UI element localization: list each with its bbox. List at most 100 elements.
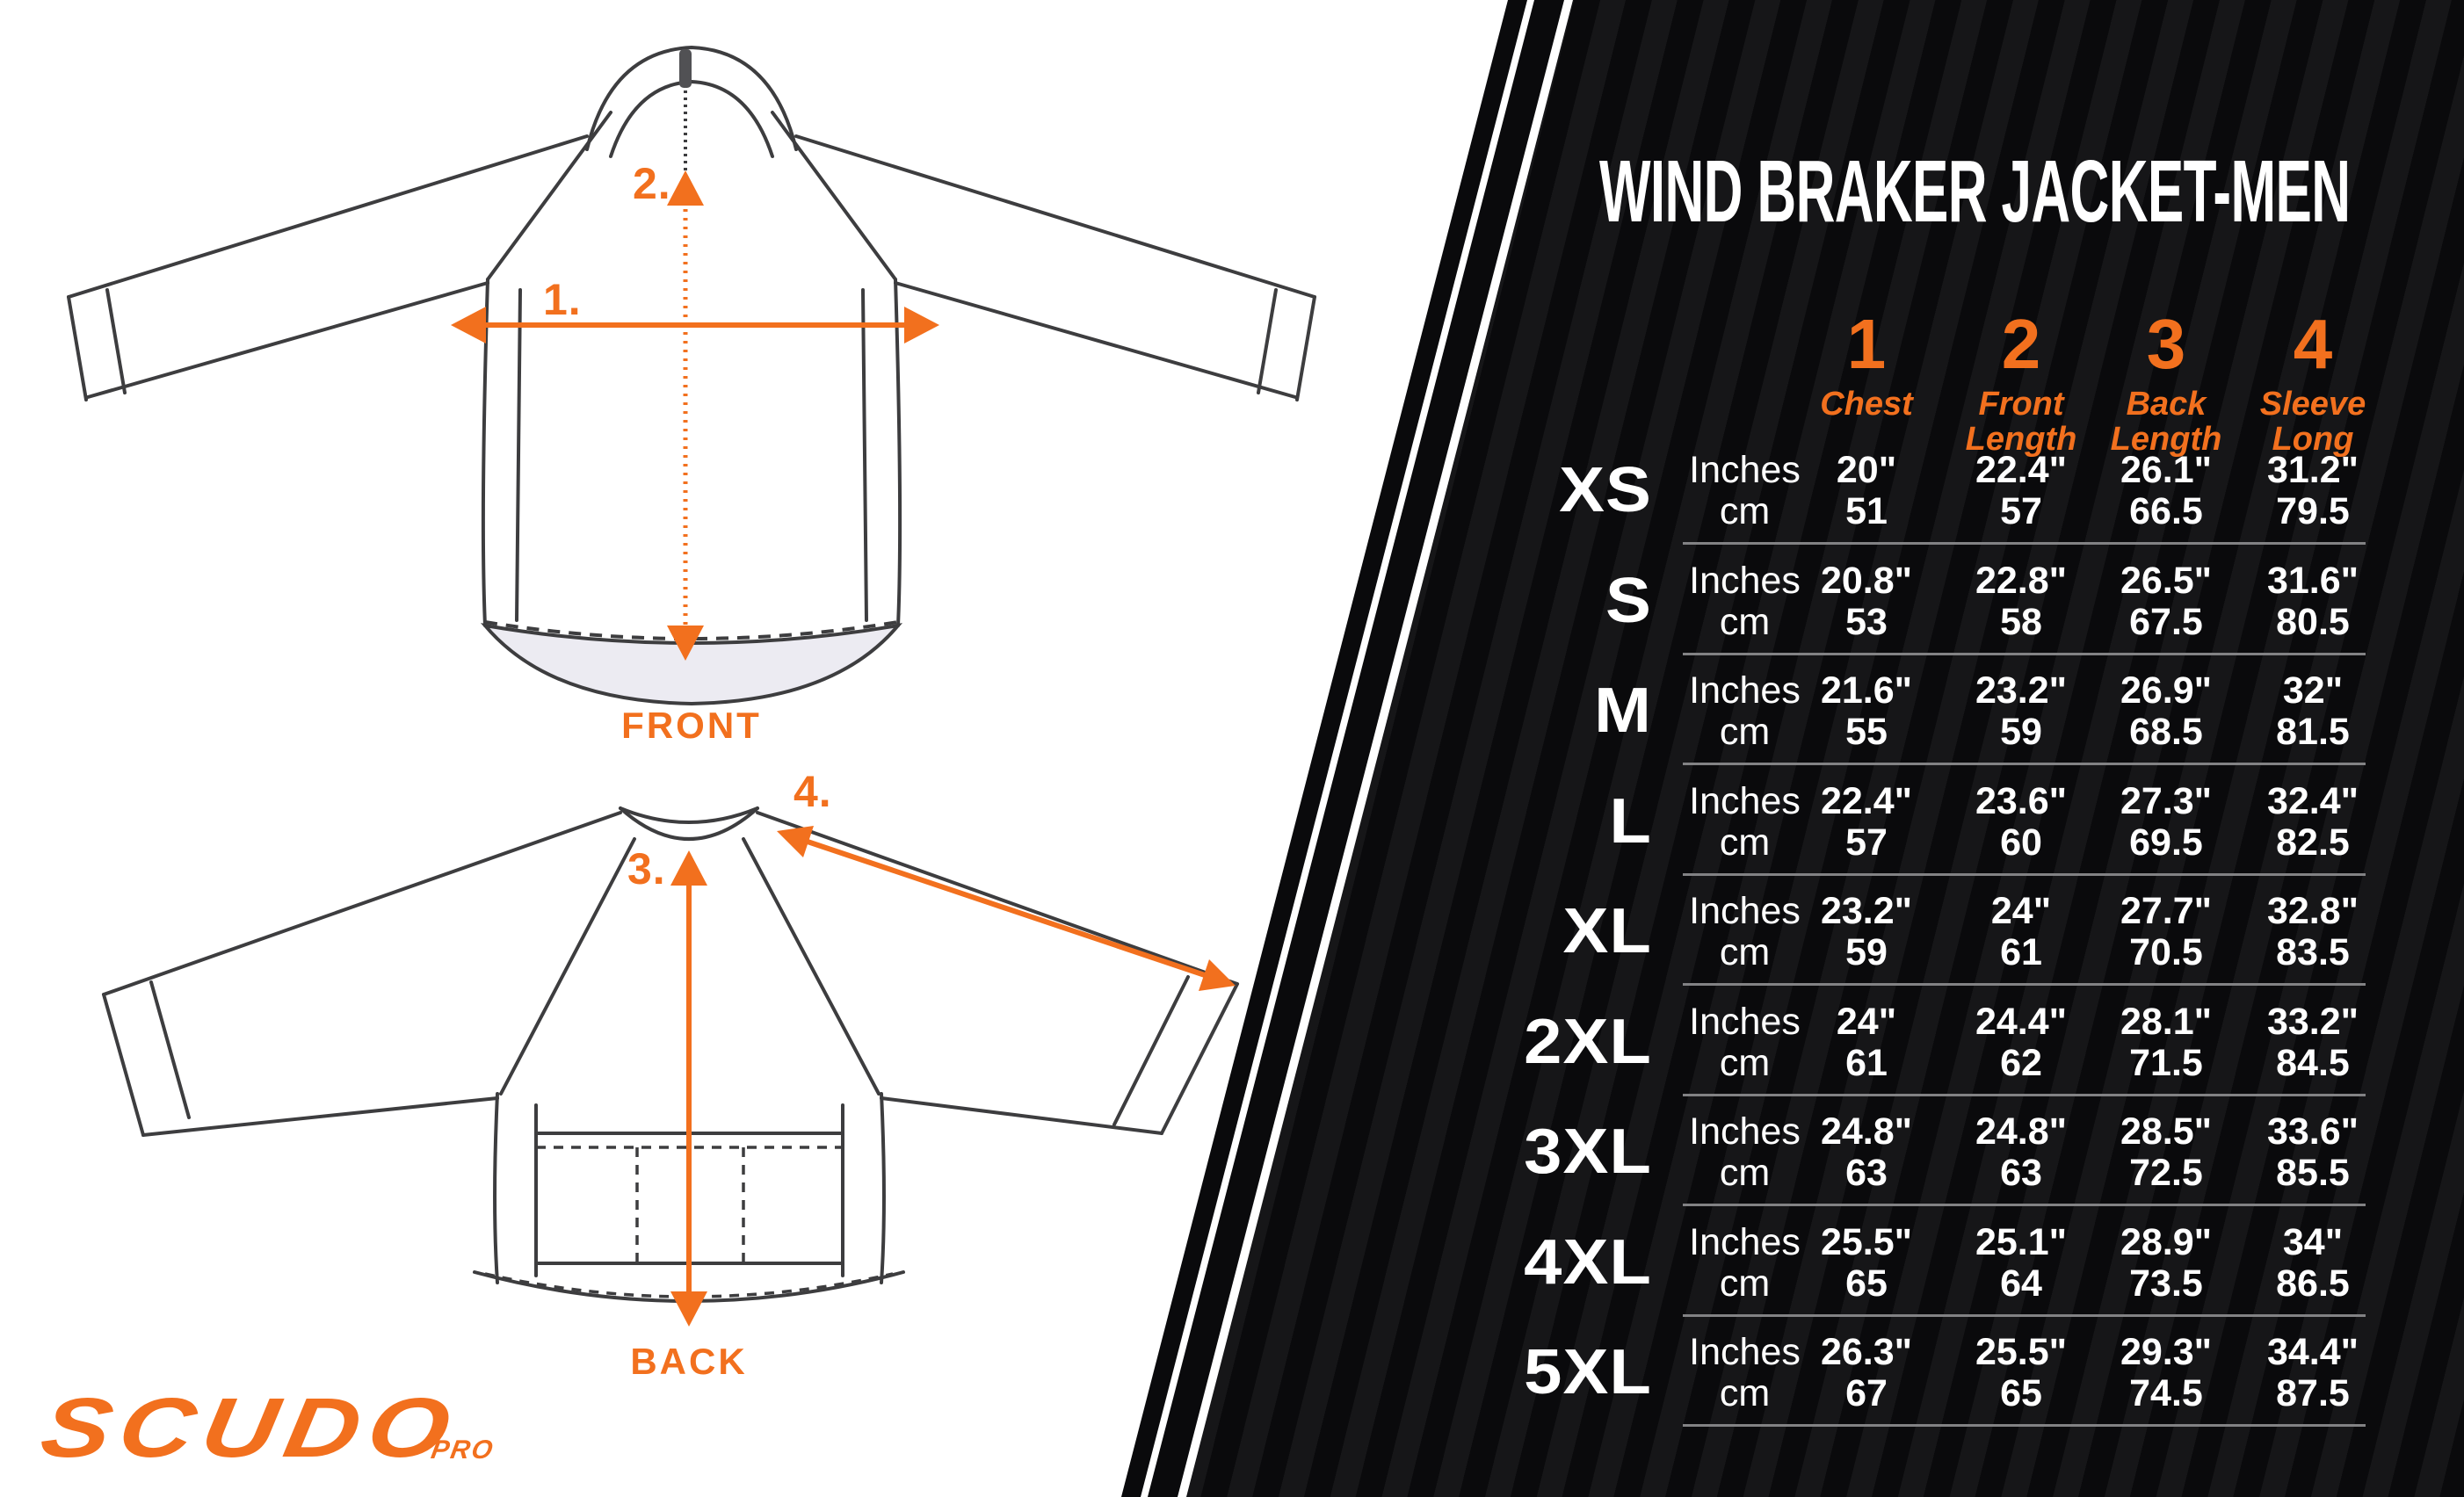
value-cell: 25.5" 65 [1938,1317,2105,1414]
row-divider [1683,1424,2366,1427]
inches-value: 26.1" [2120,449,2213,491]
cm-value: 87.5 [2276,1372,2350,1414]
unit-label: cm [1719,600,1771,643]
value-cell: 26.9" 68.5 [2083,655,2250,753]
inches-value: 22.8" [1975,559,2068,602]
column-header-1: 1 Chest [1783,309,1950,423]
unit-label: Inches [1689,1331,1801,1373]
inches-value: 33.6" [2266,1110,2359,1153]
inches-value: 26.5" [2120,559,2213,602]
value-cell: 32.4" 82.5 [2229,766,2396,864]
value-cell: 24.8" 63 [1783,1096,1950,1194]
unit-labels: Inches cm [1677,655,1813,753]
cm-value: 57 [2000,490,2042,532]
value-cell: 22.4" 57 [1938,435,2105,532]
cm-value: 73.5 [2129,1262,2203,1305]
unit-labels: Inches cm [1677,987,1813,1084]
unit-label: cm [1719,1041,1771,1084]
inches-value: 26.9" [2120,669,2213,712]
unit-label: cm [1719,1152,1771,1194]
cm-value: 63 [2000,1152,2042,1194]
cm-value: 69.5 [2129,821,2203,864]
inches-value: 31.6" [2266,559,2359,602]
product-title: WIND BRAKER JACKET-MEN [1599,142,2351,241]
size-label: 2XL [1524,1006,1652,1077]
column-label: Back Length [2110,386,2222,458]
value-cell: 32" 81.5 [2229,655,2396,753]
brand-logo-main: SCUDO [34,1381,466,1475]
value-cell: 20.8" 53 [1783,546,1950,643]
inches-value: 24.4" [1975,1000,2068,1043]
row-divider [1683,1093,2366,1096]
inches-value: 23.6" [1975,779,2068,822]
value-cell: 28.9" 73.5 [2083,1207,2250,1305]
cm-value: 67 [1845,1372,1888,1414]
value-cell: 27.7" 70.5 [2083,876,2250,973]
unit-label: Inches [1689,1220,1801,1263]
value-cell: 22.4" 57 [1783,766,1950,864]
inches-value: 22.4" [1820,779,1913,822]
inches-value: 22.4" [1975,449,2068,491]
inches-value: 34.4" [2266,1331,2359,1373]
size-label: XL [1562,896,1652,966]
value-cell: 29.3" 74.5 [2083,1317,2250,1414]
cm-value: 59 [2000,711,2042,753]
value-cell: 24" 61 [1783,987,1950,1084]
cm-value: 62 [2000,1041,2042,1084]
measure-2-label: 2. [633,159,671,208]
row-divider [1683,983,2366,986]
cm-value: 84.5 [2276,1041,2350,1084]
inches-value: 32.8" [2266,890,2359,932]
cm-value: 60 [2000,821,2042,864]
inches-value: 25.5" [1820,1220,1913,1263]
unit-labels: Inches cm [1677,876,1813,973]
unit-label: Inches [1689,559,1801,602]
unit-label: cm [1719,931,1771,973]
value-cell: 21.6" 55 [1783,655,1950,753]
cm-value: 86.5 [2276,1262,2350,1305]
cm-value: 79.5 [2276,490,2350,532]
table-row-XL: XL Inches cm 23.2" 59 24" 61 27.7" 70.5 32.8" 83.5 [1186,876,2464,987]
cm-value: 81.5 [2276,711,2350,753]
row-divider [1683,652,2366,655]
unit-label: cm [1719,711,1771,753]
value-cell: 26.3" 67 [1783,1317,1950,1414]
row-divider [1683,872,2366,876]
column-number: 3 [2146,305,2186,383]
table-row-5XL: 5XL Inches cm 26.3" 67 25.5" 65 29.3" 74.5 34.4" 8… [1186,1317,2464,1428]
unit-label: Inches [1689,669,1801,712]
unit-label: Inches [1689,1110,1801,1153]
size-label: 4XL [1524,1226,1652,1298]
value-cell: 20" 51 [1783,435,1950,532]
table-row-M: M Inches cm 21.6" 55 23.2" 59 26.9" 68.5 32" 81.5 [1186,655,2464,766]
unit-labels: Inches cm [1677,1207,1813,1305]
inches-value: 24" [1990,890,2052,932]
value-cell: 25.1" 64 [1938,1207,2105,1305]
value-cell: 33.2" 84.5 [2229,987,2396,1084]
value-cell: 34.4" 87.5 [2229,1317,2396,1414]
inches-value: 25.1" [1975,1220,2068,1263]
cm-value: 74.5 [2129,1372,2203,1414]
inches-value: 28.1" [2120,1000,2213,1043]
inches-value: 33.2" [2266,1000,2359,1043]
cm-value: 57 [1845,821,1888,864]
inches-value: 20.8" [1820,559,1913,602]
cm-value: 70.5 [2129,931,2203,973]
unit-labels: Inches cm [1677,766,1813,864]
cm-value: 68.5 [2129,711,2203,753]
table-row-4XL: 4XL Inches cm 25.5" 65 25.1" 64 28.9" 73.5 34" 86.… [1186,1207,2464,1318]
inches-value: 20" [1836,449,1897,491]
inches-value: 31.2" [2266,449,2359,491]
front-view-label: FRONT [621,705,762,746]
column-header-3: 3 Back Length [2083,305,2250,458]
value-cell: 24.4" 62 [1938,987,2105,1084]
inches-value: 25.5" [1975,1331,2068,1373]
inches-value: 28.5" [2120,1110,2213,1153]
unit-labels: Inches cm [1677,1317,1813,1414]
inches-value: 28.9" [2120,1220,2213,1263]
row-divider [1683,1313,2366,1317]
value-cell: 32.8" 83.5 [2229,876,2396,973]
value-cell: 26.5" 67.5 [2083,546,2250,643]
unit-label: Inches [1689,779,1801,822]
